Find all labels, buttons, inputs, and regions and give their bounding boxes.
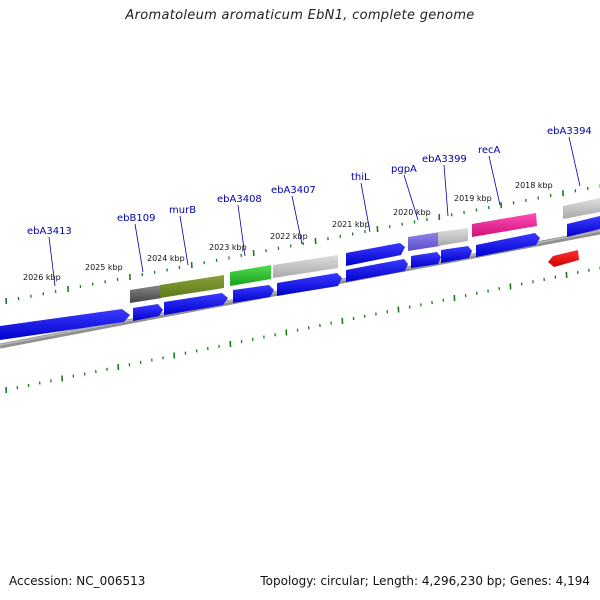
cds-arrow [346, 259, 408, 282]
gene-label-ebA3399: ebA3399 [422, 154, 467, 165]
gene-label-ebA3413: ebA3413 [27, 226, 72, 237]
gene-label-ebA3408: ebA3408 [217, 194, 262, 205]
cds-arrow [0, 309, 130, 340]
leader-line [488, 155, 501, 206]
feature-olive [160, 275, 224, 298]
cds-arrow [346, 243, 405, 266]
cds-arrow [133, 304, 163, 321]
cds-arrow [164, 293, 228, 315]
feature-light-grey-3 [563, 198, 600, 219]
feature-track-categories [130, 198, 600, 303]
feature-purple [408, 232, 440, 251]
cds-track-outer [346, 243, 405, 266]
gene-label-ebA3407: ebA3407 [271, 185, 316, 196]
leader-line [443, 164, 449, 217]
gene-label-thiL: thiL [351, 172, 370, 183]
gene-label-murB: murB [169, 205, 196, 216]
kbp-label: 2022 kbp [270, 232, 308, 241]
kbp-label: 2019 kbp [454, 194, 492, 203]
leader-line [403, 174, 419, 221]
kbp-label: 2020 kbp [393, 208, 431, 217]
kbp-label: 2018 kbp [515, 181, 553, 190]
feature-light-grey-1 [273, 255, 338, 278]
kbp-label: 2024 kbp [147, 254, 185, 263]
kbp-label: 2021 kbp [332, 220, 370, 229]
kbp-label: 2026 kbp [23, 273, 61, 282]
leader-line [291, 195, 303, 245]
kbp-tick-track-upper [5, 184, 600, 305]
kbp-tick-track-lower [5, 266, 600, 394]
leader-line [360, 182, 371, 233]
cds-arrow [411, 252, 441, 268]
leader-line [237, 204, 246, 257]
gene-label-ebA3394: ebA3394 [547, 126, 592, 137]
leader-line [568, 136, 581, 187]
feature-pink [472, 213, 537, 237]
gene-label-pgpA: pgpA [391, 164, 417, 175]
cds-arrow [567, 216, 600, 237]
cds-arrow [233, 285, 274, 303]
cds-track-inner [0, 216, 600, 340]
accession-text: Accession: NC_006513 [9, 574, 146, 588]
reverse-feature-arrow [548, 250, 579, 267]
map-title: Aromatoleum aromaticum EbN1, complete ge… [125, 8, 475, 23]
leader-line [134, 223, 144, 273]
leader-line [179, 215, 189, 266]
kbp-label: 2023 kbp [209, 243, 247, 252]
kbp-scale-labels: 2026 kbp 2025 kbp 2024 kbp 2023 kbp 2022… [23, 181, 553, 282]
gene-label-leaders [48, 136, 581, 287]
genome-summary-text: Topology: circular; Length: 4,296,230 bp… [260, 574, 590, 588]
feature-light-grey-2 [438, 228, 468, 246]
gene-labels: ebA3413 ebB109 murB ebA3408 ebA3407 thiL… [27, 126, 592, 237]
gene-label-ebB109: ebB109 [117, 213, 155, 224]
leader-line [48, 236, 56, 287]
feature-grey-dark [130, 285, 162, 303]
kbp-label: 2025 kbp [85, 263, 123, 272]
cds-arrow [277, 273, 342, 296]
cds-arrow [441, 246, 472, 263]
cds-arrow [476, 233, 540, 257]
feature-green [230, 265, 271, 286]
gene-label-recA: recA [478, 145, 501, 156]
